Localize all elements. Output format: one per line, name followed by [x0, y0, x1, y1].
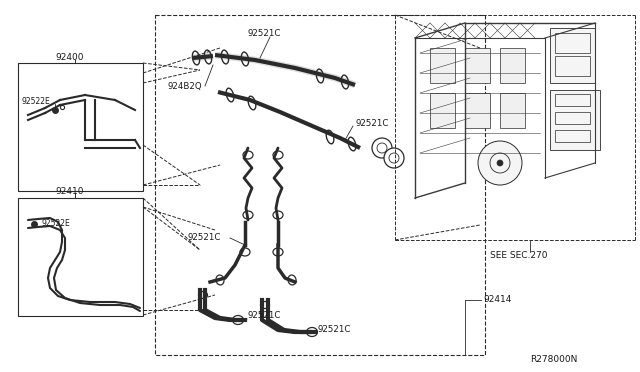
Ellipse shape	[348, 137, 356, 151]
Text: 92522E: 92522E	[42, 219, 71, 228]
Ellipse shape	[240, 248, 250, 256]
Text: 92521C: 92521C	[248, 311, 282, 321]
Text: R278000N: R278000N	[530, 356, 577, 365]
Text: 92521C: 92521C	[187, 234, 220, 243]
Circle shape	[372, 138, 392, 158]
Text: 92521C: 92521C	[248, 29, 282, 38]
Bar	[550, 28, 595, 83]
Ellipse shape	[260, 301, 269, 308]
Ellipse shape	[241, 52, 249, 66]
Ellipse shape	[243, 211, 253, 219]
Bar	[465, 93, 490, 128]
Bar	[155, 15, 485, 355]
Ellipse shape	[273, 211, 283, 219]
Circle shape	[497, 160, 503, 166]
Ellipse shape	[198, 292, 207, 298]
Bar	[555, 112, 590, 124]
Ellipse shape	[273, 151, 283, 159]
Ellipse shape	[307, 327, 317, 337]
Text: 924B2Q: 924B2Q	[168, 81, 203, 90]
Text: 92400: 92400	[55, 52, 83, 61]
Bar	[465, 48, 490, 83]
Bar	[18, 63, 143, 191]
Bar	[550, 90, 600, 150]
Ellipse shape	[226, 88, 234, 102]
Text: 92521C: 92521C	[355, 119, 388, 128]
Bar	[500, 93, 525, 128]
Bar	[500, 48, 525, 83]
Bar	[555, 33, 590, 53]
Bar	[430, 48, 455, 83]
Ellipse shape	[273, 248, 283, 256]
Bar	[555, 94, 590, 106]
Ellipse shape	[216, 275, 224, 285]
Text: 92521C: 92521C	[318, 326, 351, 334]
Bar	[555, 130, 590, 142]
Ellipse shape	[221, 50, 228, 64]
Ellipse shape	[316, 69, 324, 83]
Ellipse shape	[204, 50, 212, 64]
Ellipse shape	[341, 75, 349, 89]
Text: 92410: 92410	[55, 186, 83, 196]
Text: SEE SEC.270: SEE SEC.270	[490, 250, 547, 260]
Text: 92522E: 92522E	[22, 96, 51, 106]
Bar	[555, 56, 590, 76]
Ellipse shape	[248, 96, 256, 110]
Bar	[18, 198, 143, 316]
Ellipse shape	[193, 51, 200, 65]
Bar	[430, 93, 455, 128]
Circle shape	[384, 148, 404, 168]
Ellipse shape	[232, 315, 243, 324]
Ellipse shape	[243, 151, 253, 159]
Circle shape	[478, 141, 522, 185]
Text: 92414: 92414	[483, 295, 511, 305]
Ellipse shape	[326, 130, 334, 144]
Ellipse shape	[288, 275, 296, 285]
